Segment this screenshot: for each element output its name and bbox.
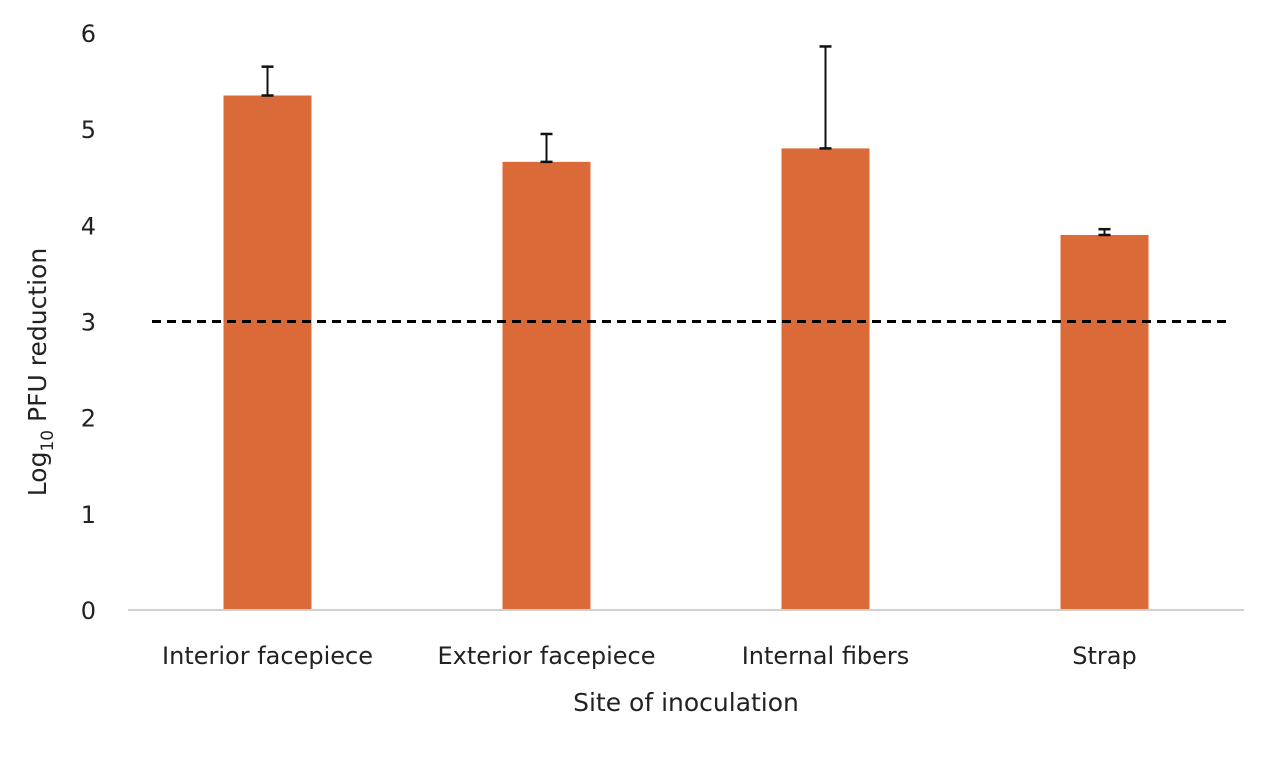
bar (223, 95, 312, 611)
y-tick-label: 6 (81, 20, 96, 48)
bar (1060, 234, 1149, 610)
error-bar (261, 65, 274, 97)
y-axis-title: Log10 PFU reduction (23, 248, 58, 496)
bar (781, 148, 870, 610)
y-tick-label: 4 (81, 212, 96, 240)
y-axis-ticks: 0 1 2 3 4 5 6 (81, 20, 96, 625)
y-tick-label: 3 (81, 309, 96, 337)
error-bar (540, 132, 553, 164)
x-category-label: Strap (1072, 642, 1136, 670)
y-tick-label: 0 (81, 597, 96, 625)
y-tick-label: 5 (81, 116, 96, 144)
x-category-label: Internal fibers (742, 642, 910, 670)
x-category-label: Interior facepiece (162, 642, 373, 670)
error-bar (1098, 227, 1111, 237)
bars (223, 45, 1149, 611)
x-axis-categories: Interior facepiece Exterior facepiece Inte… (162, 642, 1137, 670)
x-category-label: Exterior facepiece (437, 642, 655, 670)
x-axis-title: Site of inoculation (573, 688, 799, 717)
error-bar (819, 45, 832, 150)
y-tick-label: 2 (81, 405, 96, 433)
y-tick-label: 1 (81, 501, 96, 529)
bar (502, 161, 591, 610)
